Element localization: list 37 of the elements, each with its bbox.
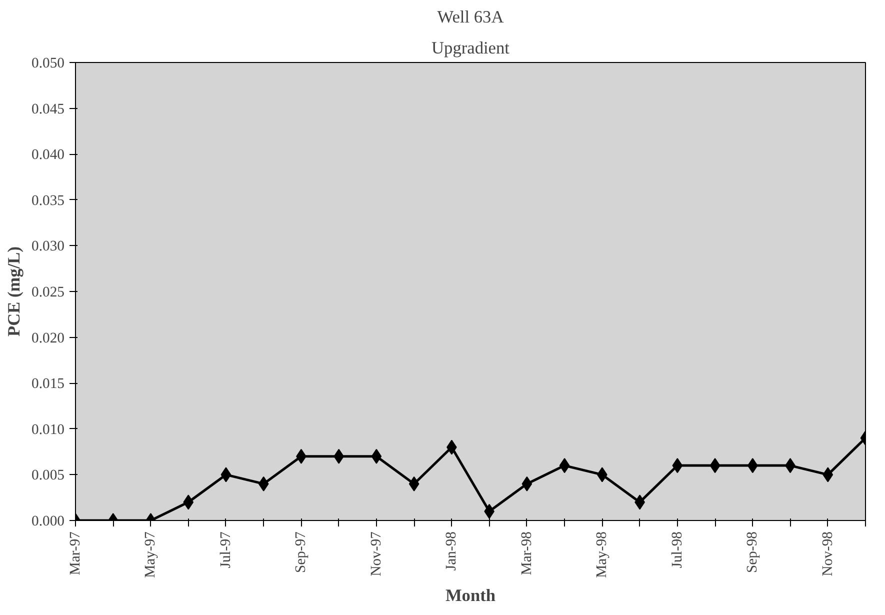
point (183, 494, 194, 510)
x-tick-label: May-98 (594, 531, 610, 578)
y-tick-label: 0.050 (32, 56, 65, 72)
y-tick-label: 0.035 (32, 192, 65, 209)
point (672, 458, 683, 474)
x-tick-label: May-97 (142, 531, 159, 578)
x-tick-label: Jul-97 (218, 532, 234, 568)
point (220, 467, 232, 482)
point (747, 458, 758, 474)
y-tick-label: 0.010 (32, 422, 65, 438)
x-axis-title: Month (445, 586, 496, 605)
x-tick-label: Nov-98 (820, 531, 836, 576)
x-tick-label: Nov-97 (368, 531, 384, 576)
y-tick-label: 0.015 (32, 376, 65, 392)
x-tick-label: Sep-98 (744, 531, 761, 574)
point (710, 458, 720, 474)
point (559, 458, 570, 474)
x-tick-label: Jul-98 (669, 532, 686, 568)
y-tick-label: 0.030 (32, 238, 65, 255)
y-tick-label: 0.000 (32, 514, 65, 530)
x-tick-label: Mar-97 (68, 531, 84, 576)
y-tick-label: 0.040 (32, 147, 65, 164)
x-tick-label: Mar-98 (518, 531, 535, 576)
y-tick-label: 0.005 (32, 468, 65, 484)
chart-subtitle: Upgradient (432, 38, 510, 58)
point (371, 448, 382, 464)
point (408, 476, 420, 492)
point (822, 467, 834, 482)
point (258, 476, 269, 492)
chart-title: Well 63A (437, 8, 504, 26)
x-tick-label: Jan-98 (444, 531, 460, 571)
y-tick-label: 0.025 (32, 284, 65, 300)
y-axis-title: PCE (mg/L) (4, 246, 24, 336)
point (522, 476, 532, 492)
y-tick-label: 0.020 (32, 330, 65, 346)
x-tick-label: Sep-97 (293, 531, 310, 574)
y-tick-label: 0.045 (32, 101, 65, 118)
